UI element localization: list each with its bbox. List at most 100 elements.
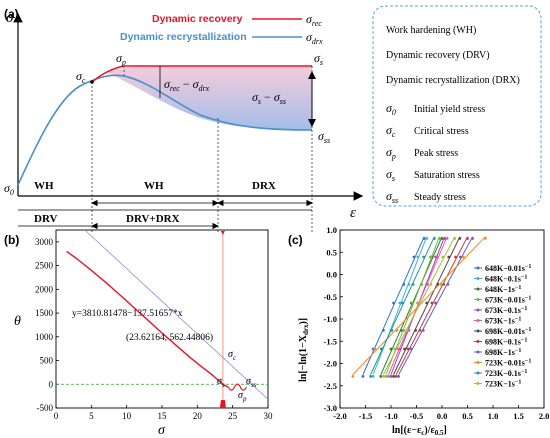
a-info-sym-1: σc [386, 123, 396, 139]
c-series-point [397, 375, 400, 378]
b-curve-tail [227, 383, 247, 391]
c-series-point [434, 301, 437, 305]
b-annot-s: σs [217, 376, 225, 389]
c-series-point [393, 347, 397, 351]
a-y-symbol: σ [6, 10, 14, 26]
b-annot-ss: σss [246, 376, 257, 389]
c-series-point [441, 255, 445, 259]
b-point-text: (23.62164, 562.44806) [126, 332, 213, 343]
a-info-desc-4: Steady stress [414, 192, 466, 203]
c-legend-dot [476, 350, 480, 354]
c-series [351, 236, 487, 378]
c-series-point [402, 283, 406, 286]
c-series-point [411, 283, 415, 286]
c-series-point [425, 301, 429, 305]
c-ylabel: ln[−ln(1−Xdrx)] [298, 318, 310, 382]
b-ytick-label: 500 [40, 356, 54, 366]
a-info-symbols: σ0 Initial yield stress σc Critical stre… [386, 101, 485, 205]
c-xtick-label: 2.0 [539, 411, 550, 421]
c-series-point [417, 301, 421, 305]
c-ytick-label: 1.0 [326, 225, 337, 235]
c-series-point [442, 283, 446, 286]
c-series-point [429, 255, 432, 259]
c-series-point [351, 375, 355, 378]
b-ytick-label: 2500 [35, 261, 54, 271]
c-series-point [401, 301, 404, 305]
b-axis-marker [219, 400, 226, 408]
c-series-line [362, 236, 425, 375]
c-legend-dot [476, 319, 480, 322]
c-legend-entry: 698K−0.1s−1 [485, 338, 527, 347]
a-stage-drv-drx: DRV+DRX [126, 213, 180, 225]
b-fit-line [84, 229, 269, 400]
b-xtick-label: 10 [122, 411, 132, 421]
c-series-point [439, 283, 443, 286]
panel-b: (b) 0 5 10 15 20 25 30-50005001000150020002500… [4, 229, 274, 438]
c-legend-entry: 723K−0.1s−1 [485, 369, 527, 378]
c-ytick-label: -0.5 [324, 292, 337, 302]
c-series-point [405, 329, 409, 332]
c-legend-dot [476, 340, 480, 343]
c-series-point [425, 237, 429, 240]
c-series-point [390, 329, 394, 332]
c-series-point [392, 301, 395, 305]
c-legend-entry: 698K−0.01s−1 [485, 327, 531, 336]
b-xtick-label: 15 [158, 411, 168, 421]
b-xtick-label: 20 [193, 411, 203, 421]
b-ytick-label: 0 [49, 379, 54, 389]
a-info-desc-3: Saturation stress [414, 170, 480, 181]
b-theta-curve [66, 250, 229, 388]
c-series-point [421, 329, 425, 332]
c-series-point [420, 283, 423, 286]
c-xtick-label: -1.5 [359, 411, 372, 421]
c-series-point [461, 255, 465, 259]
b-ytick-label: 2000 [35, 284, 54, 294]
c-series-point [433, 237, 436, 240]
b-annot-c: σc [228, 349, 237, 362]
b-ytick-label: 1500 [35, 308, 54, 318]
c-ytick-label: 0.0 [326, 270, 337, 280]
c-series-point [426, 283, 429, 286]
a-point-c [90, 80, 94, 84]
b-xtick-label: 30 [264, 411, 274, 421]
c-ticks: -2.0 -1.5 -1.0 -0.5 0.0 0.5 1.0 1.5 2.0 -3.0 -2.5 -… [324, 225, 550, 421]
c-series-point [382, 329, 385, 332]
c-series-point [422, 255, 426, 259]
c-legend-dot [476, 329, 480, 333]
a-info-desc-0: Initial yield stress [414, 104, 485, 115]
c-series-point [438, 237, 441, 240]
a-info-item-3: Dynamic recrystallization (DRX) [386, 75, 520, 86]
a-stage-wh2: WH [144, 180, 164, 192]
a-diff-ss-label: σs − σss [252, 90, 286, 106]
c-series-point [445, 237, 449, 240]
c-series-point [458, 237, 462, 240]
c-series-point [389, 347, 393, 351]
b-ytick-label: 3000 [35, 237, 54, 247]
c-series-point [389, 375, 393, 378]
c-series-line [387, 236, 448, 375]
c-series-line [380, 236, 443, 375]
c-ytick-label: 0.5 [326, 247, 337, 257]
b-xtick-label: 5 [89, 411, 94, 421]
c-ytick-label: -3.0 [324, 403, 337, 413]
c-legend-dot [476, 277, 480, 280]
b-lines [56, 229, 269, 408]
c-ytick-label: -1.0 [324, 314, 337, 324]
c-legend-entry: 648K−0.1s−1 [485, 275, 527, 284]
c-series-point [379, 347, 383, 351]
c-series-point [387, 375, 390, 378]
c-series-point [443, 237, 446, 240]
c-series-point [384, 375, 388, 378]
c-series-point [454, 255, 457, 259]
a-stage-drx: DRX [252, 180, 276, 192]
a-info-desc-1: Critical stress [414, 126, 469, 137]
c-series-point [430, 301, 434, 305]
c-legend-entry: 673K−1s−1 [485, 317, 521, 326]
b-ylabel: θ [14, 314, 21, 329]
c-series-point [471, 237, 474, 240]
c-xtick-label: 0.5 [462, 411, 473, 421]
c-legend-entry: 648K−0.01s−1 [485, 264, 531, 273]
c-series-point [418, 329, 422, 332]
panel-c: (c) -2.0 -1.5 -1.0 -0.5 0.0 0.5 1.0 1.5 2.0-3.0-… [288, 225, 549, 437]
a-info-item-2: Dynamic recovery (DRV) [386, 50, 490, 61]
